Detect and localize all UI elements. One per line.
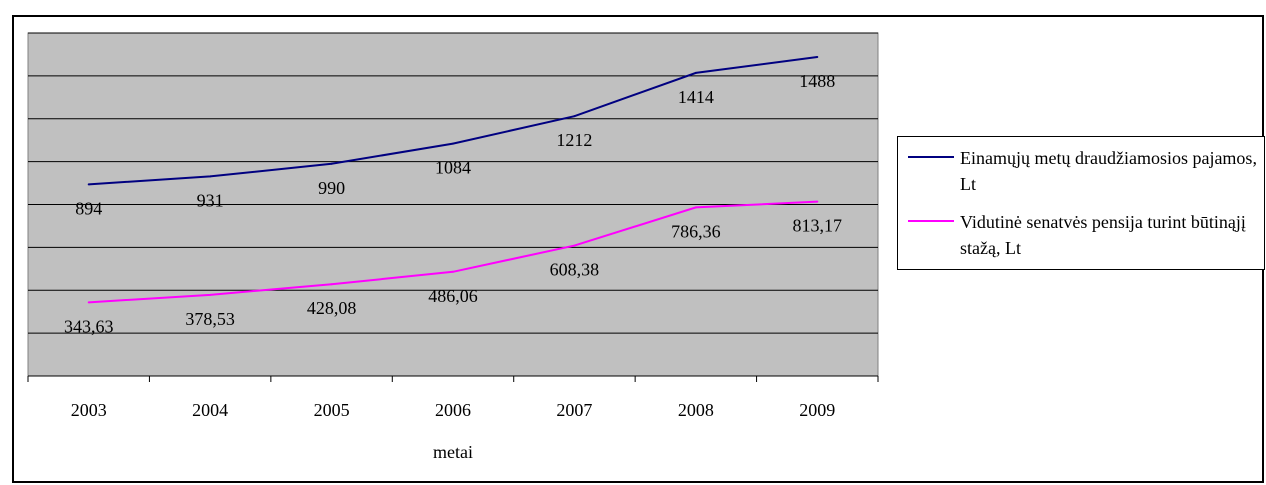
data-point — [87, 301, 90, 304]
data-point — [330, 283, 333, 286]
data-point — [694, 206, 697, 209]
data-label: 343,63 — [64, 316, 114, 336]
data-label: 1212 — [556, 130, 592, 150]
x-axis-title: metai — [433, 442, 473, 462]
x-tick-label: 2008 — [678, 400, 714, 420]
data-point — [694, 71, 697, 74]
x-tick-label: 2009 — [799, 400, 835, 420]
data-label: 786,36 — [671, 221, 721, 241]
x-axis: 2003 2004 2005 2006 2007 2008 2009 — [27, 375, 879, 420]
x-tick-label: 2006 — [435, 400, 471, 420]
data-point — [87, 183, 90, 186]
data-label: 1084 — [435, 158, 471, 178]
data-point — [573, 115, 576, 118]
data-point — [330, 162, 333, 165]
data-point — [816, 200, 819, 203]
legend: Einamųjų metų draudžiamosios pajamos, Lt… — [897, 136, 1265, 270]
x-tick-label: 2007 — [556, 400, 592, 420]
data-point — [452, 142, 454, 145]
data-point — [209, 293, 212, 296]
gridlines — [28, 32, 878, 334]
x-tick-label: 2003 — [71, 400, 107, 420]
data-label: 813,17 — [793, 216, 843, 236]
series-lines — [87, 56, 819, 304]
legend-swatch-series-2 — [908, 220, 954, 222]
data-label: 1414 — [678, 87, 714, 107]
data-point — [209, 175, 212, 178]
legend-swatch-series-1 — [908, 156, 954, 158]
data-label: 608,38 — [550, 260, 600, 280]
data-label: 378,53 — [185, 309, 235, 329]
data-point — [573, 244, 576, 247]
data-label: 1488 — [799, 71, 835, 91]
x-tick-label: 2005 — [314, 400, 350, 420]
data-label: 894 — [75, 198, 102, 218]
data-label: 990 — [318, 178, 345, 198]
data-point — [816, 56, 819, 59]
data-point — [452, 270, 454, 273]
data-label: 931 — [197, 190, 224, 210]
data-label: 428,08 — [307, 298, 357, 318]
data-label: 486,06 — [428, 286, 478, 306]
legend-label-series-1: Einamųjų metų draudžiamosios pajamos, Lt — [960, 148, 1257, 194]
legend-label-series-2: Vidutinė senatvės pensija turint būtinąj… — [960, 212, 1246, 258]
data-labels: 894 931 990 1084 1212 1414 1488 343,63 378,53 428… — [64, 71, 842, 336]
x-tick-label: 2004 — [192, 400, 228, 420]
